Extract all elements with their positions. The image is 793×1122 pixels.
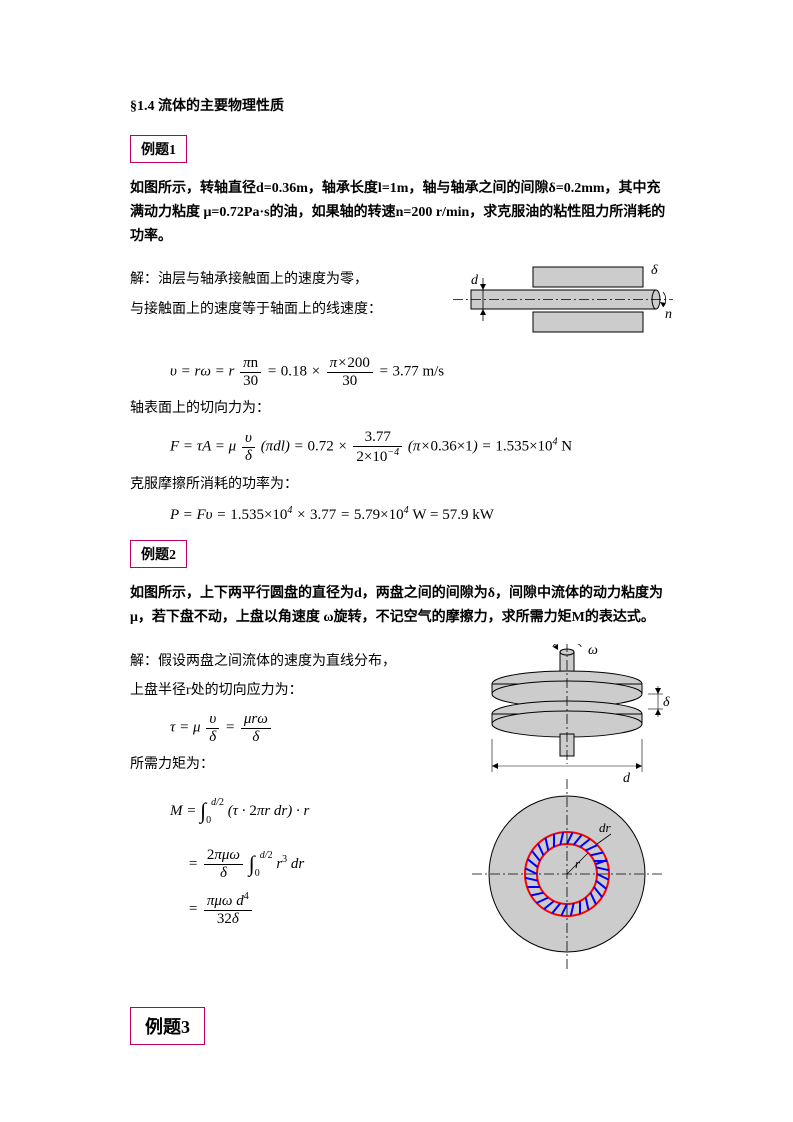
svg-text:dr: dr xyxy=(599,820,612,835)
ex1-eq1: υ = rω = r πn30 = 0.18 × π×20030 = 3.77 … xyxy=(170,355,673,389)
ex1-sol-line3: 克服摩擦所消耗的功率为： xyxy=(130,473,673,497)
example-2-problem: 如图所示，上下两平行圆盘的直径为d，两盘之间的间隙为δ，间隙中流体的动力粘度为μ… xyxy=(130,582,673,630)
svg-text:d: d xyxy=(623,771,631,786)
ex2-sol-line1b: 上盘半径r处的切向应力为： xyxy=(130,679,463,703)
ex1-figure: d δ n xyxy=(453,262,673,347)
ex1-eq3: P = Fυ = 1.535×104 × 3.77 = 5.79×104 W =… xyxy=(170,505,673,524)
svg-text:d: d xyxy=(471,273,479,288)
example-3-label: 例题3 xyxy=(130,1007,205,1045)
example-1-problem: 如图所示，转轴直径d=0.36m，轴承长度l=1m，轴与轴承之间的间隙δ=0.2… xyxy=(130,177,673,248)
ex2-figure: ω δ d xyxy=(463,644,673,979)
svg-text:ω: ω xyxy=(588,644,598,658)
ex1-sol-line1: 解：油层与轴承接触面上的速度为零， xyxy=(130,268,453,292)
svg-text:n: n xyxy=(665,307,672,322)
ex1-sol-line1b: 与接触面上的速度等于轴面上的线速度： xyxy=(130,298,453,322)
section-title: §1.4 流体的主要物理性质 xyxy=(130,95,673,115)
ex2-eq2: M = ∫0d/2 (τ · 2πr dr) · r = 2πμωδ ∫0d/2… xyxy=(170,785,463,927)
svg-text:δ: δ xyxy=(663,695,670,710)
ex1-eq2: F = τA = μ υδ (πdl) = 0.72 × 3.772×10−4 … xyxy=(170,429,673,465)
ex2-sol-line2: 所需力矩为： xyxy=(130,753,463,777)
ex2-eq1: τ = μ υδ = μrωδ xyxy=(170,711,463,745)
ex2-sol-line1: 解：假设两盘之间流体的速度为直线分布， xyxy=(130,650,463,674)
ex1-sol-line2: 轴表面上的切向力为： xyxy=(130,397,673,421)
svg-text:δ: δ xyxy=(651,263,658,278)
example-1-label: 例题1 xyxy=(130,135,187,163)
example-2-label: 例题2 xyxy=(130,540,187,568)
